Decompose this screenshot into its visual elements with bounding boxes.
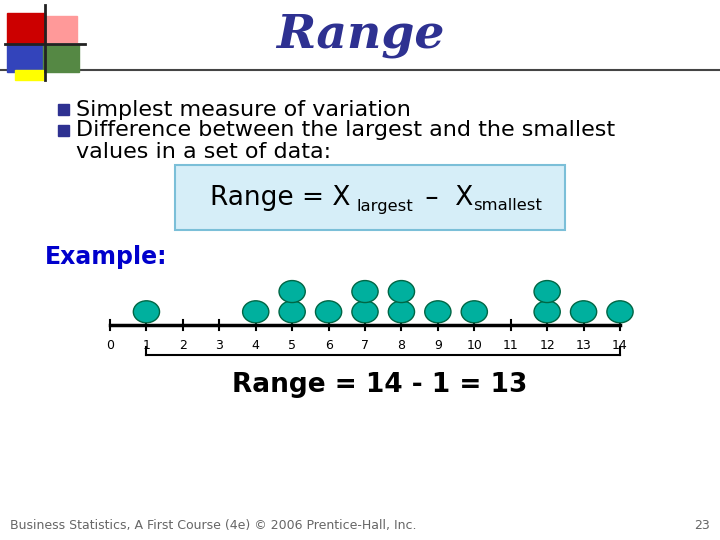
Ellipse shape [388,281,415,302]
Bar [58,104,69,115]
Text: 0: 0 [106,339,114,352]
Ellipse shape [243,301,269,323]
Text: 8: 8 [397,339,405,352]
Ellipse shape [462,301,487,323]
Text: Range = X: Range = X [210,185,351,211]
Ellipse shape [133,301,160,323]
Ellipse shape [425,301,451,323]
Text: 9: 9 [434,339,442,352]
Text: 3: 3 [215,339,223,352]
Ellipse shape [534,281,560,302]
Text: 7: 7 [361,339,369,352]
Text: Range = 14 - 1 = 13: Range = 14 - 1 = 13 [233,372,528,398]
Text: largest: largest [357,199,414,213]
Text: 1: 1 [143,339,150,352]
Ellipse shape [352,301,378,323]
Text: –  X: – X [417,185,473,211]
Ellipse shape [388,301,415,323]
Ellipse shape [352,281,378,302]
FancyBboxPatch shape [175,165,565,230]
Ellipse shape [534,301,560,323]
Text: Simplest measure of variation: Simplest measure of variation [76,100,411,120]
Bar [45,16,77,42]
Ellipse shape [279,301,305,323]
Ellipse shape [570,301,597,323]
Text: Difference between the largest and the smallest: Difference between the largest and the s… [76,120,615,140]
Text: 2: 2 [179,339,186,352]
Ellipse shape [315,301,342,323]
Ellipse shape [279,281,305,302]
Text: 5: 5 [288,339,296,352]
Bar [15,70,43,80]
Text: 10: 10 [467,339,482,352]
Text: smallest: smallest [473,199,542,213]
Bar [43,44,79,72]
Text: 4: 4 [252,339,260,352]
Text: 14: 14 [612,339,628,352]
Text: 6: 6 [325,339,333,352]
Bar [7,44,43,72]
Bar [7,13,45,45]
Text: 13: 13 [576,339,591,352]
Bar [58,125,69,136]
Text: 23: 23 [694,519,710,532]
Ellipse shape [607,301,633,323]
Text: Business Statistics, A First Course (4e) © 2006 Prentice-Hall, Inc.: Business Statistics, A First Course (4e)… [10,519,416,532]
Text: Range: Range [276,12,444,58]
Text: 12: 12 [539,339,555,352]
Text: values in a set of data:: values in a set of data: [76,142,331,162]
Text: Example:: Example: [45,245,168,269]
Text: 11: 11 [503,339,518,352]
